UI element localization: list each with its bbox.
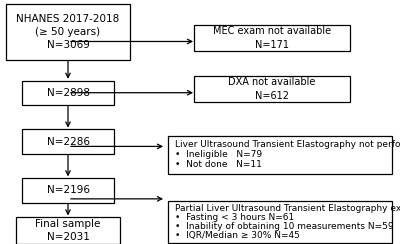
- FancyBboxPatch shape: [194, 25, 350, 51]
- Text: Partial Liver Ultrasound Transient Elastography exam: Partial Liver Ultrasound Transient Elast…: [175, 204, 400, 213]
- Text: Liver Ultrasound Transient Elastography not performed: Liver Ultrasound Transient Elastography …: [175, 140, 400, 149]
- FancyBboxPatch shape: [194, 76, 350, 102]
- Text: •  Not done   N=11: • Not done N=11: [175, 160, 262, 169]
- Text: MEC exam not available
N=171: MEC exam not available N=171: [213, 26, 331, 50]
- Text: DXA not available
N=612: DXA not available N=612: [228, 77, 316, 101]
- FancyBboxPatch shape: [22, 81, 114, 105]
- Text: Final sample
N=2031: Final sample N=2031: [35, 219, 101, 242]
- Text: •  Ineligible   N=79: • Ineligible N=79: [175, 150, 262, 159]
- FancyBboxPatch shape: [22, 178, 114, 203]
- FancyBboxPatch shape: [168, 136, 392, 174]
- FancyBboxPatch shape: [22, 129, 114, 154]
- FancyBboxPatch shape: [168, 201, 392, 244]
- Text: •  IQR/Median ≥ 30% N=45: • IQR/Median ≥ 30% N=45: [175, 231, 300, 240]
- Text: •  Inability of obtaining 10 measurements N=59: • Inability of obtaining 10 measurements…: [175, 222, 394, 231]
- Text: •  Fasting < 3 hours N=61: • Fasting < 3 hours N=61: [175, 213, 294, 222]
- Text: N=2286: N=2286: [46, 137, 90, 146]
- FancyBboxPatch shape: [16, 217, 120, 244]
- FancyBboxPatch shape: [6, 4, 130, 60]
- Text: NHANES 2017-2018
(≥ 50 years)
N=3069: NHANES 2017-2018 (≥ 50 years) N=3069: [16, 13, 120, 50]
- Text: N=2898: N=2898: [46, 88, 90, 98]
- Text: N=2196: N=2196: [46, 185, 90, 195]
